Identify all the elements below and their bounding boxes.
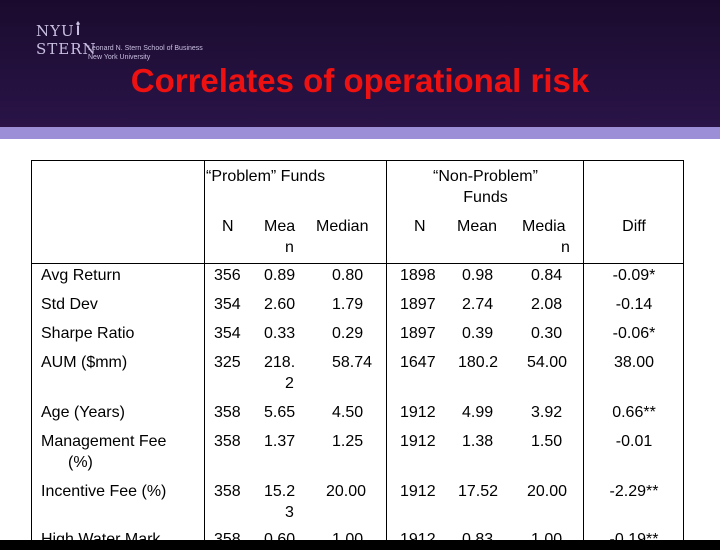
cell-median1: 1.25: [332, 433, 364, 450]
group-header-nonproblem-line1: “Non-Problem”: [433, 168, 538, 185]
logo-sub1: Leonard N. Stern School of Business: [88, 45, 203, 52]
cell-median2: 3.92: [531, 404, 563, 421]
cell-mean1: 0.89: [264, 267, 296, 284]
cell-n1: 358: [214, 531, 241, 548]
cell-diff: 38.00: [613, 354, 655, 371]
cell-median2: 54.00: [527, 354, 568, 371]
slide-title: Correlates of operational risk: [130, 62, 590, 99]
cell-mean2: 2.74: [462, 296, 494, 313]
col-header-n1: N: [222, 218, 234, 235]
col-header-median2-cont: n: [561, 239, 570, 256]
data-table: [31, 160, 684, 540]
cell-mean2: 0.39: [462, 325, 494, 342]
cell-mean1-cont: 2: [285, 375, 294, 392]
cell-n2: 1898: [400, 267, 436, 284]
cell-mean2: 0.83: [462, 531, 494, 548]
cell-diff: -0.19**: [609, 531, 659, 548]
col-header-median2: Media: [522, 218, 566, 235]
cell-n2: 1912: [400, 433, 436, 450]
logo-line1: NYU: [36, 22, 75, 40]
cell-median1: 58.74: [332, 354, 373, 371]
cell-median1: 1.00: [332, 531, 364, 548]
cell-n1: 356: [214, 267, 241, 284]
row-label: Management Fee: [41, 433, 167, 450]
cell-n2: 1897: [400, 325, 436, 342]
cell-median2: 1.00: [531, 531, 563, 548]
cell-n2: 1912: [400, 483, 436, 500]
cell-n1: 358: [214, 433, 241, 450]
table-divider: [386, 160, 387, 540]
logo-sub2: New York University: [88, 54, 151, 61]
row-label: High Water Mark: [41, 531, 161, 548]
cell-n1: 358: [214, 483, 241, 500]
cell-median1: 4.50: [332, 404, 364, 421]
cell-mean1: 5.65: [264, 404, 296, 421]
cell-n1: 358: [214, 404, 241, 421]
cell-n1: 354: [214, 325, 241, 342]
row-label: AUM ($mm): [41, 354, 128, 371]
cell-mean1: 1.37: [264, 433, 296, 450]
cell-mean1: 15.2: [264, 483, 296, 500]
row-label: Std Dev: [41, 296, 98, 313]
group-header-nonproblem-line2: Funds: [463, 189, 508, 206]
col-header-n2: N: [414, 218, 426, 235]
cell-median1: 0.29: [332, 325, 364, 342]
col-header-median1: Median: [316, 218, 369, 235]
cell-n2: 1647: [400, 354, 436, 371]
cell-median2: 2.08: [531, 296, 563, 313]
cell-mean2: 0.98: [462, 267, 494, 284]
cell-n2: 1912: [400, 531, 436, 548]
cell-mean2: 17.52: [458, 483, 499, 500]
cell-mean1: 2.60: [264, 296, 296, 313]
cell-median2: 1.50: [531, 433, 563, 450]
col-header-mean2: Mean: [457, 218, 498, 235]
logo-line2: STERN: [36, 40, 97, 58]
row-label-cont: (%): [68, 454, 93, 471]
cell-mean2: 4.99: [462, 404, 494, 421]
row-label: Age (Years): [41, 404, 125, 421]
group-header-problem: “Problem” Funds: [206, 168, 326, 185]
row-label: Avg Return: [41, 267, 121, 284]
cell-n2: 1912: [400, 404, 436, 421]
nyu-stern-logo: NYU STERN Leonard N. Stern School of Bus…: [36, 21, 226, 66]
table-divider: [204, 160, 205, 540]
col-header-diff: Diff: [622, 218, 646, 235]
cell-median2: 20.00: [527, 483, 568, 500]
cell-median2: 0.30: [531, 325, 563, 342]
cell-mean1-cont: 3: [285, 504, 294, 521]
table-divider: [583, 160, 584, 540]
header-band: [0, 127, 720, 139]
slide-body: [0, 139, 720, 540]
slide-header: NYU STERN Leonard N. Stern School of Bus…: [0, 0, 720, 127]
cell-diff: 0.66**: [612, 404, 656, 421]
row-label: Incentive Fee (%): [41, 483, 167, 500]
cell-mean2: 180.2: [458, 354, 499, 371]
cell-mean1: 0.60: [264, 531, 296, 548]
cell-diff: -2.29**: [609, 483, 659, 500]
cell-n1: 354: [214, 296, 241, 313]
cell-n1: 325: [214, 354, 241, 371]
cell-median1: 20.00: [326, 483, 367, 500]
cell-median2: 0.84: [531, 267, 563, 284]
cell-median1: 0.80: [332, 267, 364, 284]
cell-diff: -0.06*: [612, 325, 656, 342]
cell-mean2: 1.38: [462, 433, 494, 450]
cell-n2: 1897: [400, 296, 436, 313]
cell-diff: -0.14: [615, 296, 653, 313]
row-label: Sharpe Ratio: [41, 325, 135, 342]
cell-median1: 1.79: [332, 296, 364, 313]
col-header-mean1: Mea: [264, 218, 296, 235]
cell-mean1: 0.33: [264, 325, 296, 342]
cell-diff: -0.01: [615, 433, 653, 450]
cell-mean1: 218.: [264, 354, 296, 371]
torch-icon: [76, 21, 80, 35]
col-header-mean1-cont: n: [285, 239, 294, 256]
cell-diff: -0.09*: [612, 267, 656, 284]
header-rule: [31, 263, 684, 264]
